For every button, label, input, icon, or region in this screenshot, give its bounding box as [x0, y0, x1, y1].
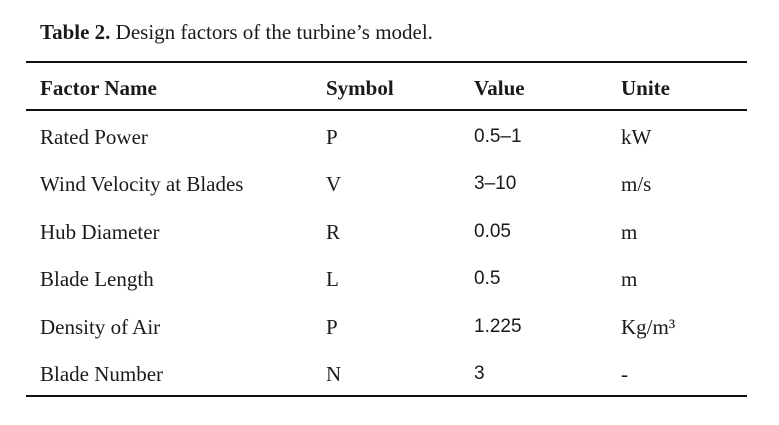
table-cell: P: [326, 314, 338, 339]
table-cell: m: [621, 267, 638, 292]
column-header: Unite: [621, 76, 670, 100]
table-cell: 0.5–1: [474, 126, 522, 147]
table-cell: 1.225: [474, 315, 522, 337]
table-cell: Density of Air: [40, 314, 161, 339]
table-cell: Blade Length: [40, 267, 154, 292]
table-cell: m: [621, 219, 638, 244]
table-cell: Rated Power: [40, 125, 148, 149]
table-cell: Hub Diameter: [40, 219, 160, 244]
column-header: Factor Name: [40, 76, 157, 100]
caption-label: Table 2.: [40, 20, 111, 44]
table-cell: L: [326, 267, 339, 292]
bottom-rule: [26, 395, 747, 397]
table-cell: 3: [474, 363, 485, 384]
table-cell: V: [326, 172, 342, 197]
table-cell: m/s: [621, 172, 652, 197]
table-cell: N: [326, 362, 342, 386]
table-cell: Kg/m³: [621, 314, 676, 339]
table-cell: R: [326, 219, 341, 244]
table-cell: Blade Number: [40, 362, 164, 386]
table-cell: P: [326, 125, 338, 149]
table-cell: kW: [621, 125, 652, 149]
column-header: Value: [474, 76, 525, 100]
column-header: Symbol: [326, 76, 394, 100]
table-cell: 0.5: [474, 268, 501, 290]
header-rule: [26, 109, 747, 111]
table-cell: Wind Velocity at Blades: [40, 172, 244, 197]
table-cell: 3–10: [474, 173, 517, 195]
top-rule: [26, 61, 747, 63]
table-cell: 0.05: [474, 220, 511, 242]
caption-text: Design factors of the turbine’s model.: [115, 20, 433, 44]
table-caption: Table 2. Design factors of the turbine’s…: [40, 20, 433, 45]
table-cell: -: [621, 362, 628, 386]
